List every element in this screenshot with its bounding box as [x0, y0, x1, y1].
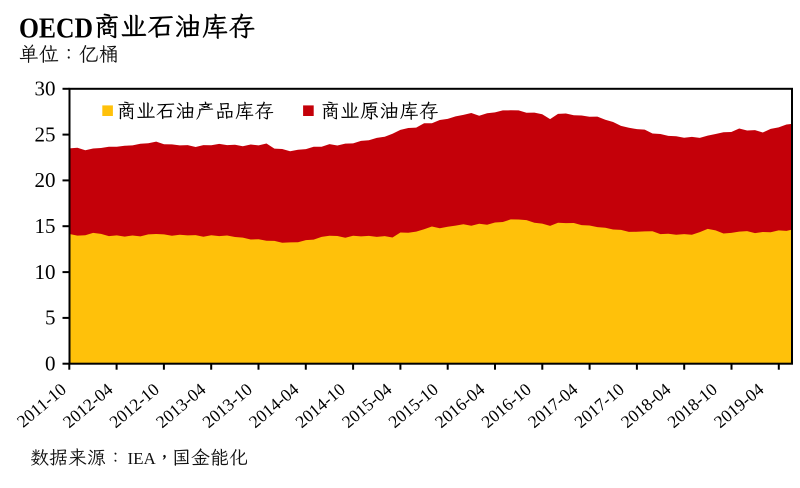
svg-text:OECD: OECD: [19, 13, 93, 45]
svg-text:5: 5: [45, 306, 56, 330]
svg-text:IEA: IEA: [128, 449, 157, 468]
svg-text:20: 20: [35, 168, 56, 192]
svg-text:0: 0: [45, 352, 56, 376]
svg-text:10: 10: [35, 260, 56, 284]
svg-text:15: 15: [35, 214, 56, 238]
svg-text:30: 30: [35, 77, 56, 101]
svg-text:25: 25: [35, 122, 56, 146]
